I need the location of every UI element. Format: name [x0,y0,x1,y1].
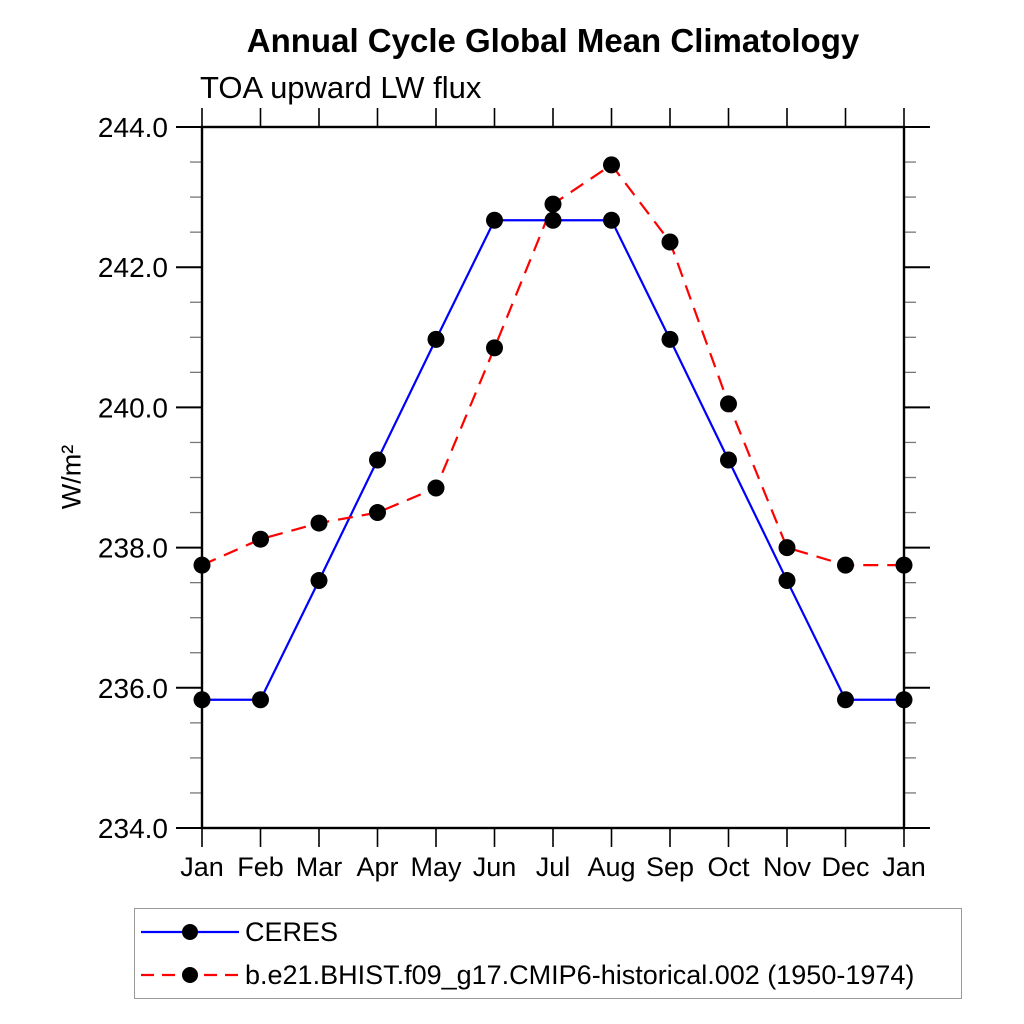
series-line-ceres [202,219,904,701]
y-tick-label: 244.0 [98,112,168,143]
x-tick-label: Nov [763,852,812,882]
data-point-ceres-may-4 [427,330,445,348]
data-point-model-aug-7 [603,156,620,174]
data-point-model-dec-11 [837,556,854,574]
data-point-ceres-apr-3 [369,451,386,469]
legend-label: CERES [245,916,339,947]
data-point-model-apr-3 [369,504,386,522]
data-point-model-jan-0 [193,556,211,574]
legend-label: b.e21.BHIST.f09_g17.CMIP6-historical.002… [245,959,915,990]
data-point-ceres-nov-10 [778,572,796,590]
chart-title: Annual Cycle Global Mean Climatology [246,22,860,59]
x-tick-label: Apr [356,852,398,882]
legend-item-ceres: CERES [135,912,961,952]
circle-marker-icon [182,924,198,940]
legend-box: CERES b.e21.BHIST.f09_g17.CMIP6-historic… [134,908,962,999]
data-point-model-oct-9 [720,395,737,413]
data-point-ceres-dec-11 [837,691,854,709]
x-tick-label: Oct [707,852,750,882]
x-tick-label: Jul [536,852,571,882]
x-tick-label: Sep [646,852,694,882]
x-tick-label: Dec [821,852,869,882]
data-point-model-jan-12 [895,556,913,574]
data-point-model-may-4 [427,479,445,497]
data-point-model-jul-6 [544,195,562,213]
y-tick-label: 242.0 [98,252,168,283]
data-point-ceres-mar-2 [310,572,328,590]
data-point-model-sep-8 [661,233,679,251]
data-point-model-jun-5 [486,339,503,357]
x-tick-label: Mar [296,852,343,882]
x-tick-label: Jan [882,852,926,882]
data-point-ceres-aug-7 [603,211,620,229]
y-tick-label: 238.0 [98,533,168,564]
data-point-model-nov-10 [778,539,796,557]
y-tick-label: 234.0 [98,813,168,844]
data-point-ceres-jan-12 [895,691,913,709]
data-point-ceres-jul-6 [544,211,562,229]
legend-item-model: b.e21.BHIST.f09_g17.CMIP6-historical.002… [135,955,961,995]
data-point-ceres-sep-8 [661,330,679,348]
data-point-ceres-feb-1 [252,691,269,709]
data-point-model-feb-1 [252,530,269,548]
x-tick-label: Feb [237,852,284,882]
axis-frame [200,125,906,830]
data-point-ceres-jan-0 [193,691,211,709]
data-point-ceres-oct-9 [720,451,737,469]
x-tick-label: May [410,852,462,882]
y-tick-label: 240.0 [98,392,168,423]
y-tick-label: 236.0 [98,673,168,704]
chart-subtitle: TOA upward LW flux [200,70,482,105]
x-tick-label: Aug [587,852,635,882]
legend-sample-dashed-line-marker [141,967,239,983]
x-tick-label: Jun [473,852,517,882]
data-point-model-mar-2 [310,514,328,532]
legend-sample-solid-line-marker [141,924,239,940]
circle-marker-icon [182,967,198,983]
data-point-ceres-jun-5 [486,211,503,229]
x-tick-label: Jan [180,852,224,882]
